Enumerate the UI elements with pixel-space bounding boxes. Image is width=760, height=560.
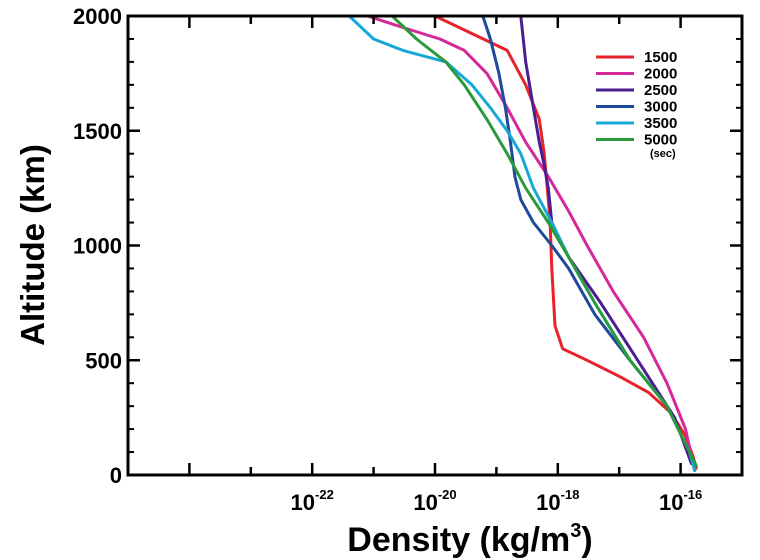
legend-label-2000: 2000 <box>644 66 677 83</box>
series-line-5000 <box>390 14 698 468</box>
series-line-2500 <box>519 14 693 465</box>
plot-area <box>128 16 742 475</box>
y-tick-label: 0 <box>110 463 122 488</box>
x-tick-label: 10-18 <box>536 487 579 515</box>
x-axis-title-sup: 3 <box>570 520 581 542</box>
y-tick-label: 1500 <box>73 119 122 144</box>
y-tick-label: 500 <box>85 348 122 373</box>
legend-label-5000: 5000 <box>644 132 677 149</box>
legend-label-2500: 2500 <box>644 82 677 99</box>
x-tick-label: 10-20 <box>413 487 456 515</box>
x-axis-title-end: ) <box>581 521 592 559</box>
series-line-2000 <box>366 14 697 472</box>
x-axis-title: Density (kg/m3) <box>347 520 592 559</box>
y-axis-title: Altitude (km) <box>14 144 51 346</box>
plot-background <box>128 16 742 475</box>
x-tick-label: 10-22 <box>291 487 334 515</box>
legend-label-3500: 3500 <box>644 115 677 132</box>
series-layer <box>347 14 698 472</box>
y-tick-label: 1000 <box>73 234 122 259</box>
legend-label-3000: 3000 <box>644 99 677 116</box>
x-axis-title-main: Density (kg/m <box>347 521 570 559</box>
x-tick-label: 10-16 <box>659 487 702 515</box>
legend-label-1500: 1500 <box>644 49 677 66</box>
legend-unit: (sec) <box>650 148 676 160</box>
y-tick-label: 2000 <box>73 4 122 29</box>
